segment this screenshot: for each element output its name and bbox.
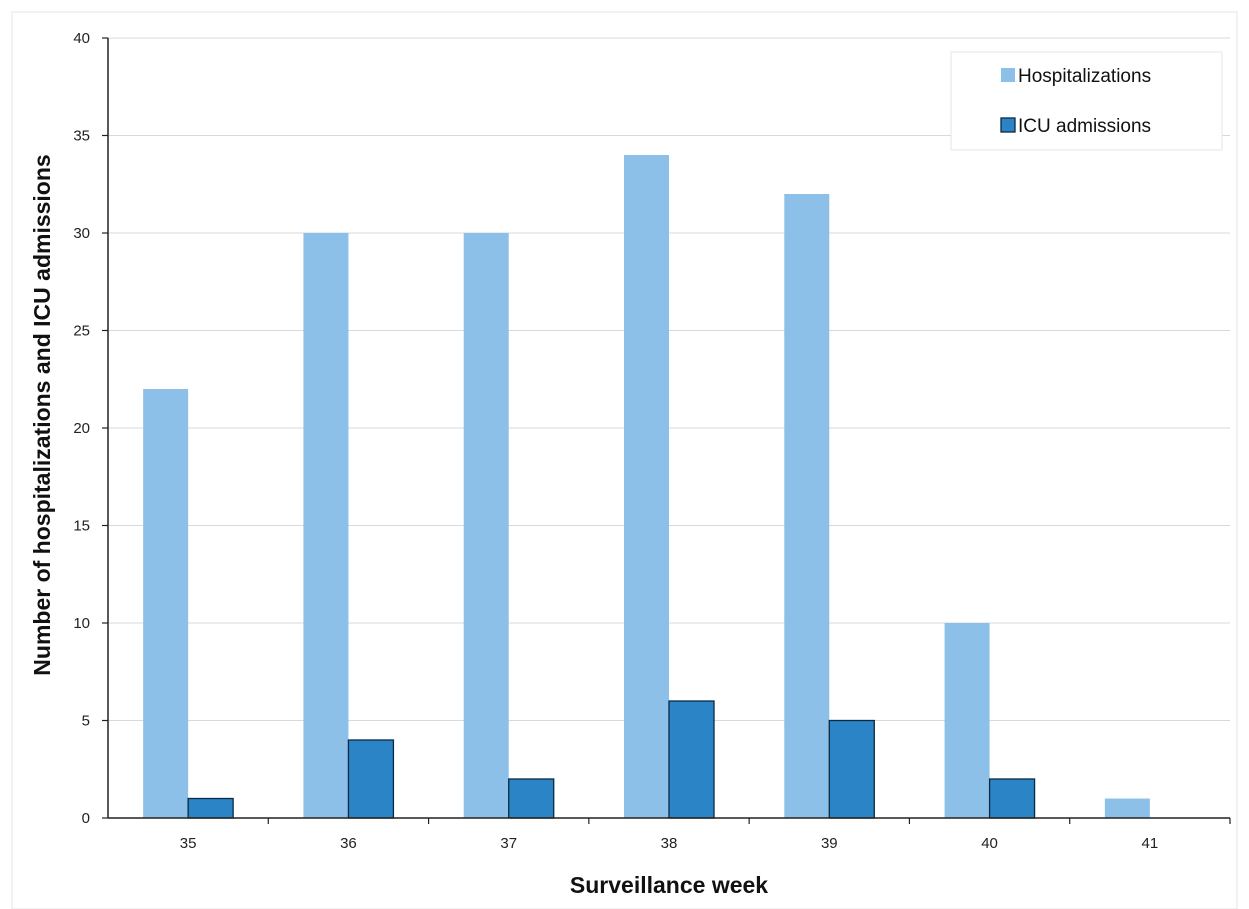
y-tick-label: 15 xyxy=(73,518,90,535)
y-axis-title: Number of hospitalizations and ICU admis… xyxy=(29,154,55,675)
x-tick-label: 38 xyxy=(661,835,678,852)
y-tick-label: 20 xyxy=(73,420,90,437)
bar-hospitalizations-week-41 xyxy=(1104,798,1150,818)
legend-label-icu-admissions: ICU admissions xyxy=(1018,116,1151,137)
x-tick-label: 37 xyxy=(500,835,517,852)
bar-hospitalizations-week-39 xyxy=(784,194,830,818)
y-tick-label: 30 xyxy=(73,225,90,242)
legend: Hospitalizations ICU admissions xyxy=(950,51,1223,151)
y-tick-label: 5 xyxy=(82,713,90,730)
legend-swatch-hospitalizations xyxy=(1001,68,1015,82)
bar-icu-admissions-week-37 xyxy=(508,778,555,819)
bar-icu-admissions-week-36 xyxy=(347,739,395,819)
x-tick-label: 35 xyxy=(180,835,197,852)
y-tick-labels: 0 5 10 15 20 25 30 35 40 xyxy=(73,30,108,827)
bar-icu-admissions-week-38 xyxy=(668,700,715,819)
bar-icu-admissions-week-40 xyxy=(988,778,1036,819)
legend-swatch-icu-admissions xyxy=(1000,117,1016,133)
legend-label-hospitalizations: Hospitalizations xyxy=(1018,66,1151,87)
x-tick-label: 36 xyxy=(340,835,357,852)
bar-hospitalizations-week-36 xyxy=(303,233,349,818)
y-tick-label: 40 xyxy=(73,30,90,47)
y-tick-label: 0 xyxy=(82,810,90,827)
y-tick-label: 10 xyxy=(73,615,90,632)
x-tick-label: 41 xyxy=(1142,835,1159,852)
bar-hospitalizations-week-37 xyxy=(463,233,509,818)
y-tick-label: 25 xyxy=(73,323,90,340)
x-tick-label: 39 xyxy=(821,835,838,852)
bars xyxy=(143,155,1150,819)
x-tick-label: 40 xyxy=(981,835,998,852)
legend-box xyxy=(950,51,1223,151)
x-tick-labels: 35 36 37 38 39 40 41 xyxy=(180,818,1231,852)
bar-icu-admissions-week-39 xyxy=(828,719,875,819)
bar-hospitalizations-week-40 xyxy=(944,623,990,818)
y-tick-label: 35 xyxy=(73,128,90,145)
bar-icu-admissions-week-35 xyxy=(187,797,234,819)
bar-hospitalizations-week-38 xyxy=(624,155,669,818)
bar-hospitalizations-week-35 xyxy=(143,389,189,818)
x-axis-title: Surveillance week xyxy=(570,872,768,898)
